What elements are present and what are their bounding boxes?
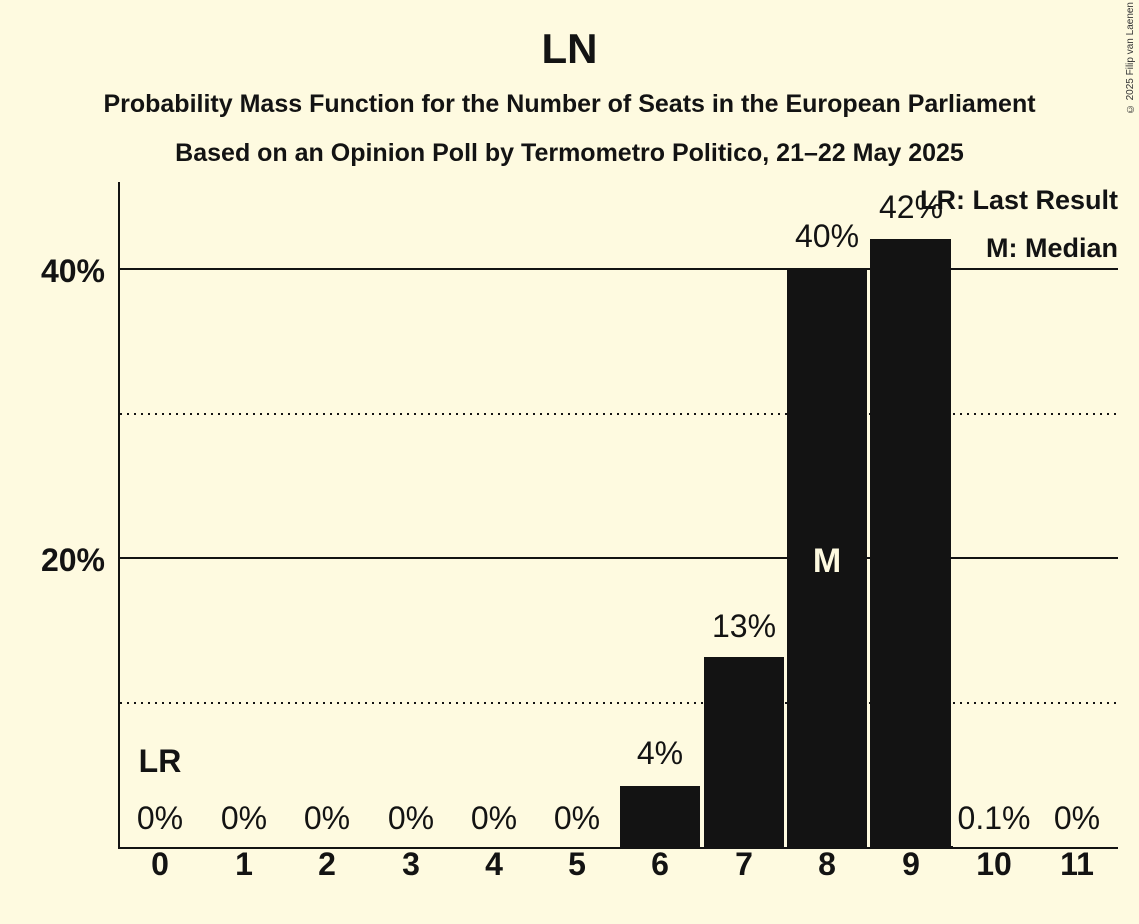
bar-label-4: 0% <box>470 800 518 836</box>
chart-title: LN <box>541 25 598 72</box>
bar-8 <box>787 268 867 848</box>
bar-label-7: 13% <box>711 608 777 644</box>
chart-subtitle: Probability Mass Function for the Number… <box>103 90 1036 118</box>
x-tick-2: 2 <box>318 846 336 882</box>
bar-label-6: 4% <box>636 735 684 771</box>
bar-9 <box>870 239 951 848</box>
legend-last-result: LR: Last Result <box>919 185 1118 215</box>
x-tick-9: 9 <box>902 846 920 882</box>
x-tick-11: 11 <box>1060 846 1094 882</box>
x-tick-4: 4 <box>485 846 503 882</box>
x-tick-5: 5 <box>568 846 586 882</box>
x-tick-6: 6 <box>651 846 669 882</box>
bar-label-5: 0% <box>553 800 601 836</box>
x-tick-10: 10 <box>976 846 1012 882</box>
bar-6 <box>620 786 700 848</box>
median-marker: M <box>812 542 842 580</box>
bar-7 <box>704 657 784 848</box>
last-result-marker: LR <box>138 743 182 779</box>
bar-label-8: 40% <box>794 218 860 254</box>
y-tick-20: 20% <box>40 542 105 578</box>
x-tick-3: 3 <box>402 846 420 882</box>
x-tick-7: 7 <box>735 846 753 882</box>
bar-10 <box>951 846 953 848</box>
legend-median: M: Median <box>986 233 1118 263</box>
bar-label-11: 0% <box>1053 800 1101 836</box>
bar-label-9: 42% <box>878 189 944 225</box>
bar-label-1: 0% <box>220 800 268 836</box>
bar-label-3: 0% <box>387 800 435 836</box>
x-tick-0: 0 <box>151 846 169 882</box>
bar-label-2: 0% <box>303 800 351 836</box>
x-tick-1: 1 <box>235 846 253 882</box>
bar-label-10: 0.1% <box>957 800 1031 836</box>
x-tick-8: 8 <box>818 846 836 882</box>
chart-source: Based on an Opinion Poll by Termometro P… <box>175 139 964 167</box>
y-tick-40: 40% <box>40 253 105 289</box>
bar-label-0: 0% <box>136 800 184 836</box>
